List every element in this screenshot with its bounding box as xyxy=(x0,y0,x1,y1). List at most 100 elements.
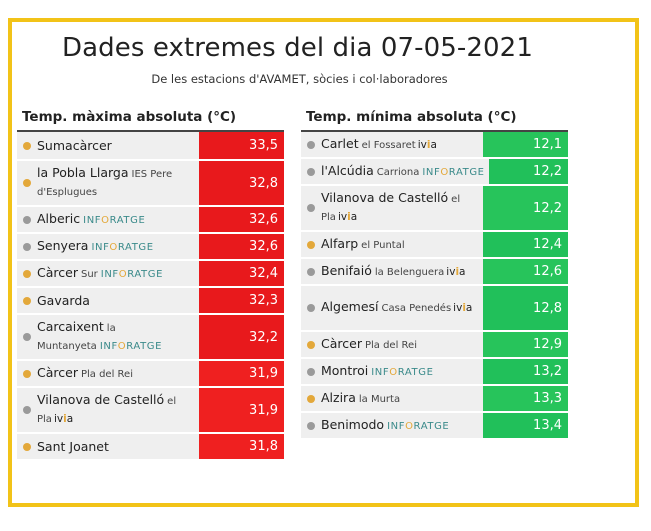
station-text: Carcaixent la Muntanyeta INFORATGE xyxy=(37,319,195,355)
station-cell: Vilanova de Castelló el Pla ivia xyxy=(17,388,199,432)
station-name: Alfarp xyxy=(321,235,359,251)
table-row: Alzira la Murta 13,3 xyxy=(301,386,568,413)
station-cell: Alfarp el Puntal xyxy=(301,232,483,257)
page-subtitle: De les estacions d'AVAMET, sòcies i col·… xyxy=(151,72,448,86)
station-location: el Pla xyxy=(37,396,177,425)
station-location: Pla del Rei xyxy=(364,339,417,351)
station-name: l'Alcúdia xyxy=(321,162,374,178)
station-text: Sumacàrcer xyxy=(37,138,112,154)
table-row: Benifaió la Belenguera ivia 12,6 xyxy=(301,259,568,286)
temperature-value: 31,8 xyxy=(199,434,284,459)
temperature-value: 33,5 xyxy=(199,132,284,159)
station-text: Vilanova de Castelló el Pla ivia xyxy=(321,190,479,226)
temperature-value: 13,4 xyxy=(483,413,568,438)
temperature-value: 31,9 xyxy=(199,388,284,432)
station-name: Càrcer xyxy=(37,364,78,380)
table-row: l'Alcúdia Carriona INFORATGE 12,2 xyxy=(301,159,568,186)
station-cell: Càrcer Pla del Rei xyxy=(17,361,199,386)
station-text: Alfarp el Puntal xyxy=(321,236,405,254)
temperature-value: 32,4 xyxy=(199,261,284,286)
station-dot-icon xyxy=(307,267,315,276)
station-location: Carriona xyxy=(376,166,420,178)
station-dot-icon xyxy=(23,215,31,224)
station-location: el Puntal xyxy=(361,239,405,251)
station-cell: Alzira la Murta xyxy=(301,386,483,411)
station-location: la Murta xyxy=(358,393,401,405)
temperature-value: 13,2 xyxy=(483,359,568,384)
inforatge-logo: INFORATGE xyxy=(422,166,485,178)
temperature-value: 12,6 xyxy=(483,259,568,284)
temperature-value: 12,1 xyxy=(483,132,568,157)
table-row: Carlet el Fossaret ivia 12,1 xyxy=(301,132,568,159)
station-text: la Pobla Llarga IES Pere d'Esplugues xyxy=(37,165,195,201)
station-dot-icon xyxy=(23,406,31,414)
station-dot-icon xyxy=(307,140,315,149)
station-text: Carlet el Fossaret ivia xyxy=(321,136,437,154)
station-text: Alzira la Murta xyxy=(321,390,400,408)
ivia-logo: ivia xyxy=(417,138,437,151)
station-cell: Montroi INFORATGE xyxy=(301,359,483,384)
table-row: Senyera INFORATGE 32,6 xyxy=(17,234,284,261)
station-name: la Pobla Llarga xyxy=(37,165,129,180)
station-name: Sant Joanet xyxy=(37,438,109,454)
station-cell: l'Alcúdia Carriona INFORATGE xyxy=(301,159,489,184)
temperature-value: 32,8 xyxy=(199,161,284,205)
station-text: Vilanova de Castelló el Pla ivia xyxy=(37,392,195,428)
station-location: el Pla xyxy=(321,194,461,223)
temperature-value: 13,3 xyxy=(483,386,568,411)
temperature-value: 12,2 xyxy=(483,186,568,230)
station-dot-icon xyxy=(307,167,315,176)
table-row: Vilanova de Castelló el Pla ivia 31,9 xyxy=(17,388,284,434)
temperature-value: 31,9 xyxy=(199,361,284,386)
station-cell: Carcaixent la Muntanyeta INFORATGE xyxy=(17,315,199,359)
station-name: Senyera xyxy=(37,237,89,253)
station-name: Gavarda xyxy=(37,292,90,308)
station-location: el Fossaret xyxy=(361,139,416,151)
temperature-value: 12,2 xyxy=(488,159,568,184)
station-text: Montroi INFORATGE xyxy=(321,363,434,381)
station-text: Benimodo INFORATGE xyxy=(321,417,449,435)
ivia-logo: ivia xyxy=(453,302,473,314)
max-temp-header: Temp. màxima absoluta (°C) xyxy=(17,108,284,132)
station-dot-icon xyxy=(307,204,315,212)
ivia-logo: ivia xyxy=(53,413,74,425)
ivia-logo: ivia xyxy=(337,211,358,223)
station-text: Gavarda xyxy=(37,293,90,309)
temperature-value: 32,6 xyxy=(199,234,284,259)
station-name: Alzira xyxy=(321,389,356,405)
max-temp-rows: Sumacàrcer 33,5 la Pobla Llarga IES Pere d'… xyxy=(17,132,284,461)
station-cell: Benifaió la Belenguera ivia xyxy=(301,259,483,284)
table-row: Càrcer Pla del Rei 31,9 xyxy=(17,361,284,388)
station-name: Benifaió xyxy=(321,262,372,278)
station-dot-icon xyxy=(307,394,315,403)
ivia-logo: ivia xyxy=(446,265,466,278)
station-dot-icon xyxy=(307,240,315,249)
station-name: Càrcer xyxy=(37,264,78,280)
station-dot-icon xyxy=(23,179,31,187)
station-cell: Càrcer Sur INFORATGE xyxy=(17,261,199,286)
inforatge-logo: INFORATGE xyxy=(99,341,163,352)
station-cell: Alberic INFORATGE xyxy=(17,207,199,232)
station-cell: Carlet el Fossaret ivia xyxy=(301,132,483,157)
inforatge-logo: INFORATGE xyxy=(371,366,434,378)
station-name: Carlet xyxy=(321,135,359,151)
station-text: Càrcer Pla del Rei xyxy=(37,365,133,383)
station-text: Benifaió la Belenguera ivia xyxy=(321,263,465,281)
station-text: Càrcer Pla del Rei xyxy=(321,336,417,354)
table-row: la Pobla Llarga IES Pere d'Esplugues 32,8 xyxy=(17,161,284,207)
station-dot-icon xyxy=(23,242,31,251)
station-cell: Sumacàrcer xyxy=(17,132,199,159)
station-text: Sant Joanet xyxy=(37,439,109,455)
station-name: Carcaixent xyxy=(37,319,104,334)
table-row: Montroi INFORATGE 13,2 xyxy=(301,359,568,386)
table-row: Sant Joanet 31,8 xyxy=(17,434,284,461)
temperature-value: 32,2 xyxy=(199,315,284,359)
station-text: Càrcer Sur INFORATGE xyxy=(37,265,163,283)
station-name: Vilanova de Castelló xyxy=(37,392,165,407)
station-dot-icon xyxy=(23,141,31,150)
station-cell: Senyera INFORATGE xyxy=(17,234,199,259)
temperature-value: 32,3 xyxy=(199,288,284,313)
inforatge-logo: INFORATGE xyxy=(83,214,146,226)
station-name: Alberic xyxy=(37,210,81,226)
min-temp-table: Temp. mínima absoluta (°C) Carlet el Foss… xyxy=(301,108,568,440)
